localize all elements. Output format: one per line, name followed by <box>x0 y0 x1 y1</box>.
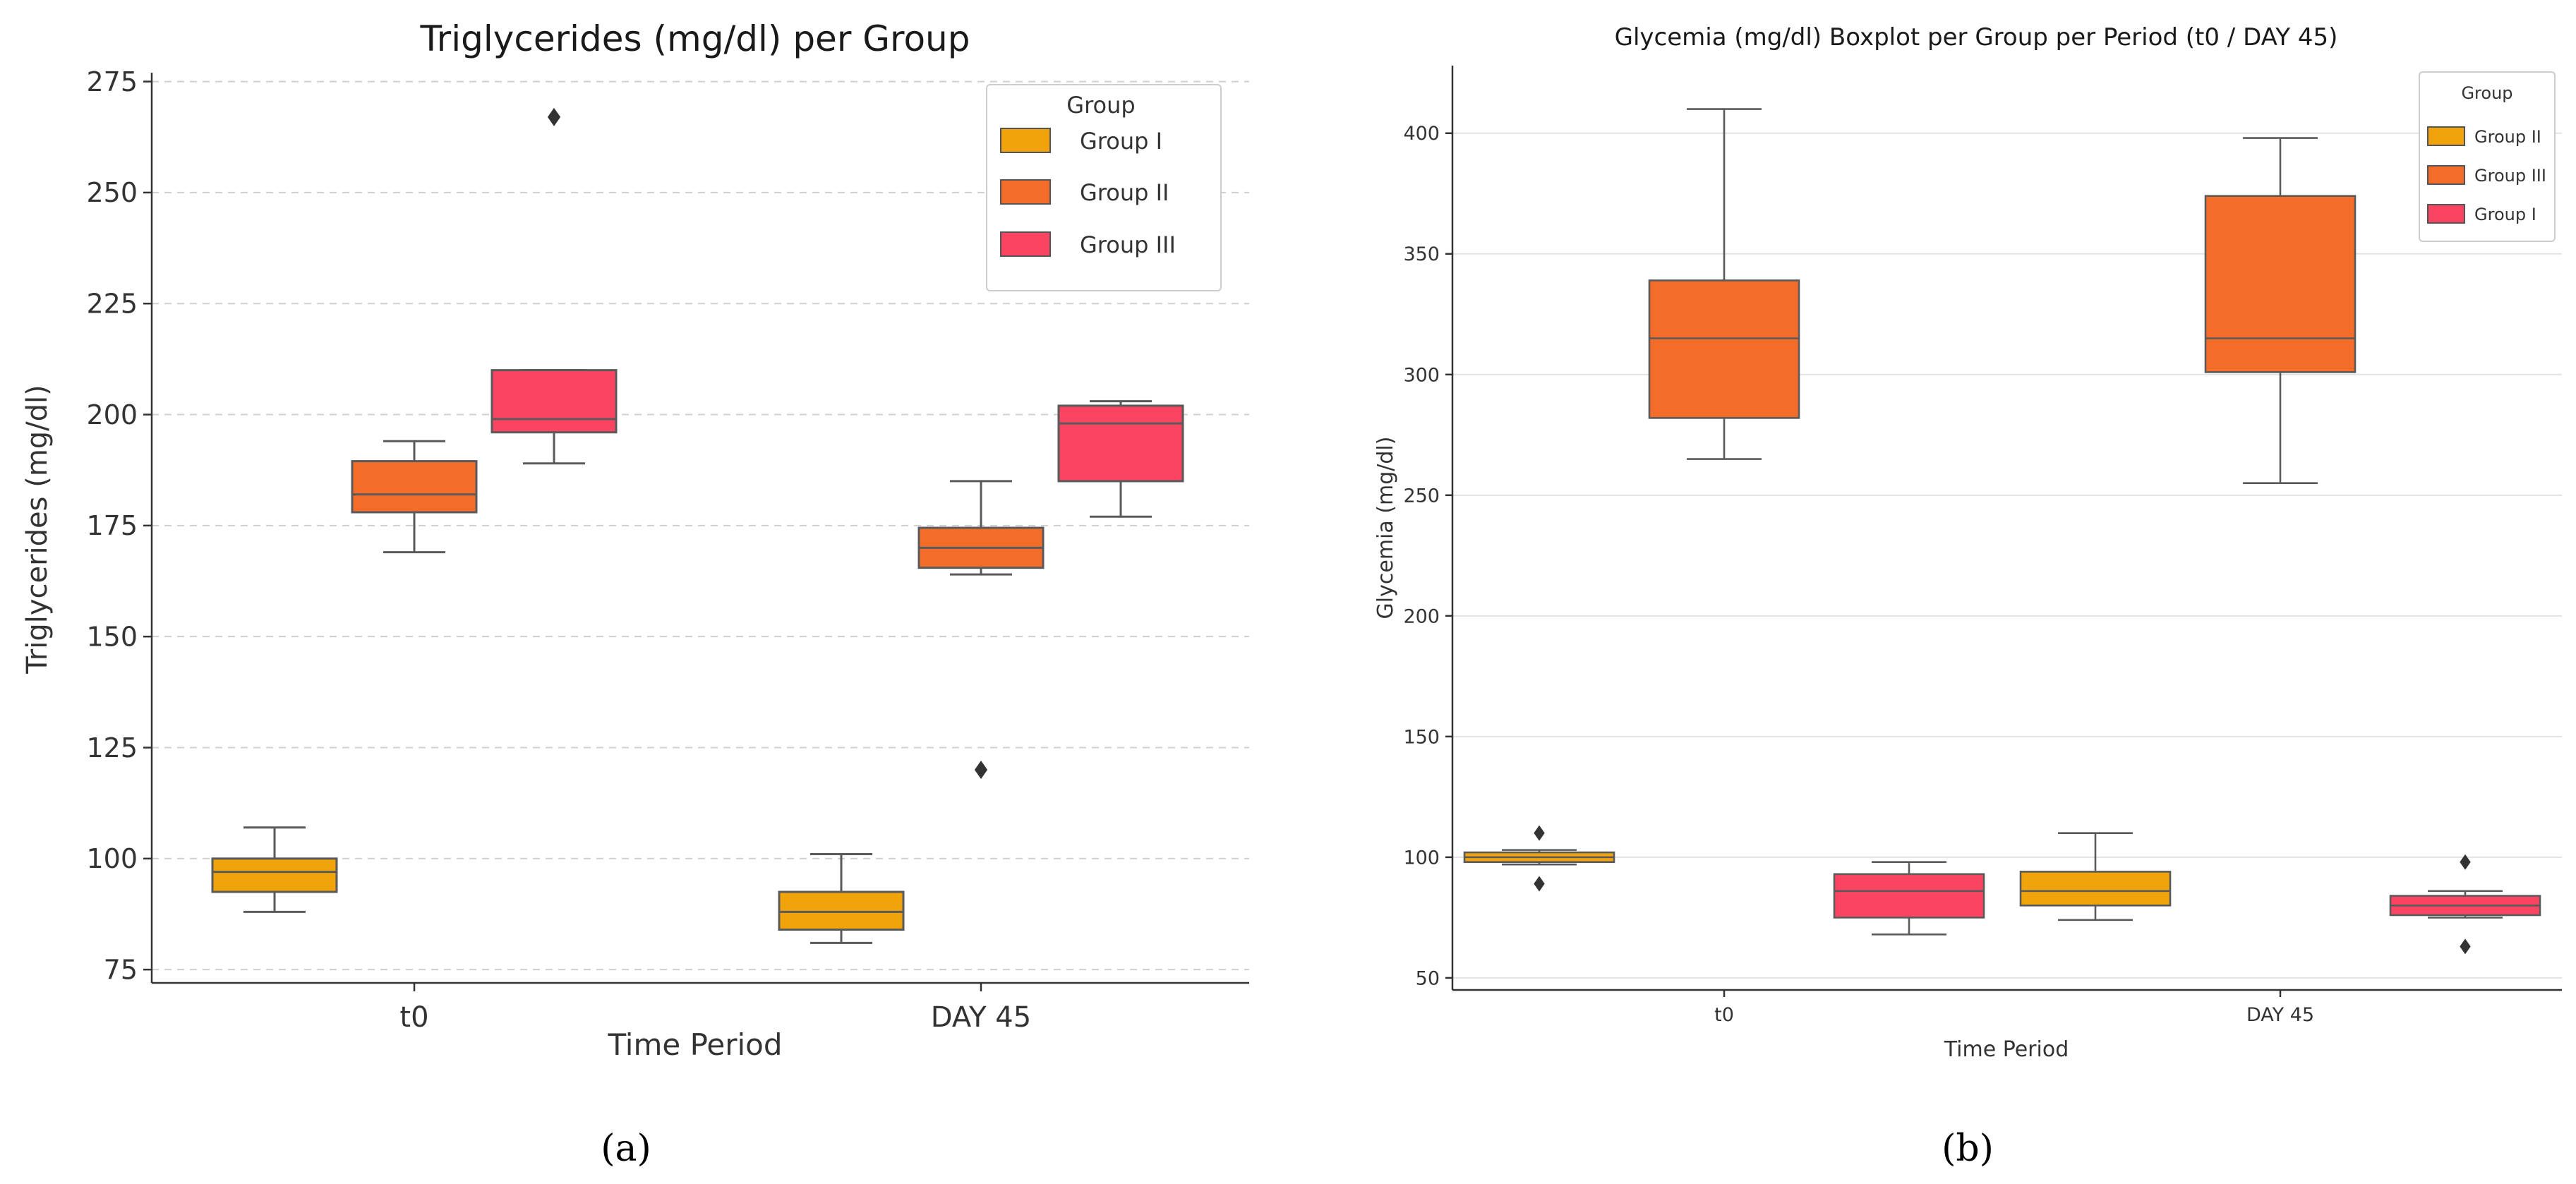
panel-b-box-group-i-day-45 <box>2389 854 2541 955</box>
panel-a-box-group-iii-day-45 <box>1057 400 1184 518</box>
panel-b-y-tick-label: 50 <box>1416 967 1440 989</box>
panel-a-y-tick-label: 100 <box>86 843 138 874</box>
panel-b-legend-entry-2: Group III <box>2474 166 2546 186</box>
box-iqr <box>211 857 338 893</box>
panel-a-x-axis-ticks: t0 DAY 45 <box>399 983 1031 1034</box>
panel-a-box-group-iii-t0 <box>490 107 618 465</box>
panel-a-y-tick-label: 150 <box>86 621 138 652</box>
box-iqr <box>1833 873 1985 919</box>
panel-a-legend-entry-3: Group III <box>1080 231 1176 258</box>
panel-b-y-tick-label: 250 <box>1403 485 1440 507</box>
panel-a-box-group-ii-day-45 <box>917 480 1045 779</box>
panel-b-x-tick-label: t0 <box>1714 1004 1734 1026</box>
panel-b-x-tick-label: DAY 45 <box>2246 1004 2314 1026</box>
panel-b-glycemia: Glycemia (mg/dl) Boxplot per Group per P… <box>1373 23 2562 1170</box>
panel-b-legend-swatch-3 <box>2427 204 2465 224</box>
panel-b-y-tick-label: 200 <box>1403 605 1440 627</box>
panel-b-y-tick-label: 350 <box>1403 243 1440 265</box>
panel-b-background <box>1452 66 2562 990</box>
panel-a-y-tick-label: 175 <box>86 510 138 541</box>
panel-b-y-tick-label: 400 <box>1403 123 1440 145</box>
box-iqr <box>2204 195 2357 373</box>
panel-b-box-group-iii-day-45 <box>2204 137 2357 485</box>
panel-b-x-axis-label: Time Period <box>1944 1037 2069 1062</box>
panel-b-caption: (b) <box>1942 1128 1994 1170</box>
panel-a-legend-swatch-2 <box>1000 179 1051 205</box>
panel-a-caption: (a) <box>601 1128 651 1170</box>
panel-a-box-group-i-t0 <box>211 826 338 913</box>
panel-b-legend-frame <box>2419 71 2556 242</box>
panel-a-legend-entry-1: Group I <box>1080 128 1162 155</box>
panel-a-y-tick-label: 75 <box>104 954 138 985</box>
panel-a-triglycerides: Triglycerides (mg/dl) per Group 75 100 125… <box>21 18 1249 1170</box>
panel-b-boxes <box>1463 108 2541 955</box>
panel-a-legend-swatch-1 <box>1000 128 1051 153</box>
panel-a-y-axis-ticks: 75 100 125 150 175 200 225 250 275 <box>86 66 152 985</box>
box-iqr <box>490 369 618 434</box>
outlier-point <box>2460 854 2471 870</box>
outlier-point <box>547 107 561 126</box>
panel-a-y-axis-label: Triglycerides (mg/dl) <box>21 385 54 675</box>
panel-a-x-tick-label: DAY 45 <box>931 1001 1031 1034</box>
panel-b-box-group-iii-t0 <box>1648 108 1800 460</box>
panel-b-legend-entry-1: Group II <box>2474 127 2541 147</box>
box-iqr <box>778 890 905 931</box>
panel-a-x-axis-label: Time Period <box>607 1027 782 1062</box>
panel-a-legend: Group Group I Group II Group III <box>986 84 1222 291</box>
panel-b-box-group-i-t0 <box>1833 861 1985 936</box>
panel-b-title: Glycemia (mg/dl) Boxplot per Group per P… <box>1615 23 2338 52</box>
panel-b-box-group-ii-t0 <box>1463 825 1615 892</box>
panel-b-legend-title: Group <box>2461 83 2512 103</box>
box-iqr <box>1648 279 1800 419</box>
panel-b-legend-swatch-1 <box>2427 126 2465 146</box>
panel-b-box-group-ii-day-45 <box>2019 832 2172 922</box>
box-iqr <box>2019 871 2172 907</box>
panel-a-box-group-i-day-45 <box>778 853 905 944</box>
panel-b-legend-entry-3: Group I <box>2474 205 2536 224</box>
panel-b-y-tick-label: 300 <box>1403 364 1440 386</box>
panel-a-legend-entry-2: Group II <box>1080 179 1169 206</box>
panel-b-legend-swatch-2 <box>2427 165 2465 185</box>
panel-a-box-group-ii-t0 <box>351 440 478 554</box>
panel-b-y-axis-ticks: 50 100 150 200 250 300 350 400 <box>1403 123 1452 989</box>
panel-a-y-tick-label: 225 <box>86 289 138 320</box>
panel-b-gridlines <box>1452 132 2562 979</box>
panel-b-y-tick-label: 150 <box>1403 726 1440 748</box>
panel-a-y-tick-label: 200 <box>86 399 138 430</box>
panel-a-x-tick-label: t0 <box>399 1001 428 1034</box>
box-iqr <box>1057 404 1184 483</box>
panel-a-y-tick-label: 275 <box>86 66 138 97</box>
panel-a-y-tick-label: 250 <box>86 177 138 208</box>
panel-b-y-axis-label: Glycemia (mg/dl) <box>1373 437 1398 620</box>
panel-a-y-tick-label: 125 <box>86 732 138 763</box>
outlier-point <box>974 760 988 779</box>
outlier-point <box>2460 938 2471 955</box>
box-iqr <box>351 460 478 514</box>
panel-b-x-axis-ticks: t0 DAY 45 <box>1714 990 2314 1026</box>
outlier-point <box>1534 876 1545 892</box>
panel-a-boxes <box>211 107 1184 944</box>
panel-a-gridlines <box>152 80 1249 971</box>
panel-a-legend-title: Group <box>1066 92 1135 119</box>
panel-a-legend-swatch-3 <box>1000 231 1051 257</box>
panel-a-title: Triglycerides (mg/dl) per Group <box>419 18 970 59</box>
outlier-point <box>1534 825 1545 841</box>
panel-b-legend: Group Group II Group III Group I <box>2419 71 2556 242</box>
panel-b-y-tick-label: 100 <box>1403 847 1440 869</box>
